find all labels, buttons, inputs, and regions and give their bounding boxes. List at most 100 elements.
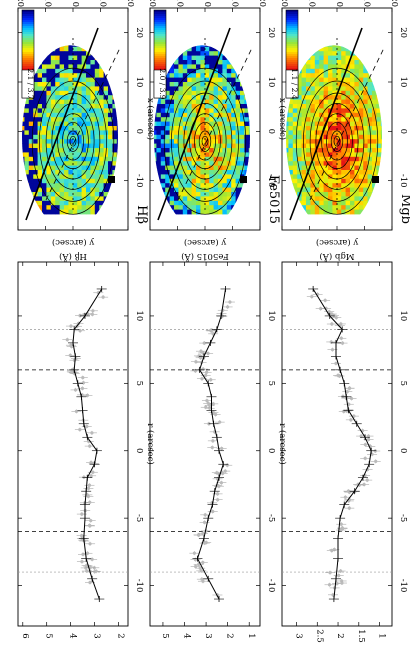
- data-point: [349, 418, 353, 422]
- data-point: [347, 386, 351, 390]
- map-xtick-label: 0: [398, 129, 408, 134]
- data-point: [339, 336, 343, 340]
- isophote-contour: [62, 121, 84, 161]
- data-point: [85, 393, 90, 397]
- profile-ytick-label: 4: [182, 633, 192, 638]
- data-point: [228, 300, 232, 304]
- data-point: [198, 566, 202, 570]
- data-point: [70, 370, 74, 374]
- data-point: [80, 386, 85, 390]
- data-point: [81, 376, 85, 380]
- data-point: [327, 583, 332, 587]
- data-point: [205, 398, 209, 403]
- profile-xtick-label: 10: [134, 311, 144, 322]
- data-point: [197, 533, 201, 537]
- data-point: [210, 445, 214, 450]
- marker-square: [240, 176, 247, 183]
- map-ytick-label: 10: [43, 0, 53, 7]
- data-point: [78, 428, 82, 432]
- marker-square: [372, 176, 379, 183]
- data-point: [89, 474, 93, 478]
- data-point: [211, 439, 215, 443]
- profile-xtick-label: -10: [266, 579, 276, 593]
- profile-panel: 2 3 4 5 6 -10 -5 0 5 10 r (arcsec) Hβ (Å): [17, 251, 156, 639]
- data-point: [337, 573, 341, 578]
- profile-ytick-label: 1.5: [356, 629, 366, 643]
- data-point: [363, 443, 367, 447]
- data-point: [81, 552, 85, 556]
- index-map: [154, 45, 250, 215]
- isophote-contour: [66, 130, 80, 152]
- colorbar-range-label: 2.1 / 3.7: [26, 68, 35, 99]
- data-point: [194, 564, 198, 569]
- data-point: [206, 401, 210, 405]
- map-panel: 2.1 / 3.7 -10 0 10 20 20 10 0 -10 -20 x (arcsec) y …: [15, 0, 156, 248]
- map-ytick-label: 10: [307, 0, 317, 7]
- profile-xtick-label: -5: [134, 514, 144, 522]
- isophote-contour: [171, 80, 239, 202]
- map-xtick-label: -10: [398, 174, 408, 188]
- data-point: [345, 389, 349, 394]
- data-point: [346, 489, 350, 493]
- data-point: [330, 548, 334, 553]
- map-ytick-label: -10: [230, 0, 240, 7]
- data-point: [80, 512, 84, 516]
- data-point: [194, 360, 198, 364]
- profile-ytick-label: 3: [92, 633, 102, 638]
- isophote-contour: [201, 135, 209, 147]
- data-point: [85, 551, 90, 555]
- profile-ytick-label: 2: [225, 633, 235, 638]
- map-ytick-label: 20: [15, 0, 25, 7]
- profile-ylabel: Fe5015 (Å): [181, 251, 229, 263]
- data-point: [352, 414, 356, 418]
- data-point: [192, 551, 196, 555]
- data-point: [340, 341, 345, 345]
- profile-xtick-label: 0: [266, 448, 276, 453]
- data-point: [88, 542, 92, 546]
- data-point: [201, 367, 205, 371]
- data-point: [366, 437, 371, 442]
- map-xtick-label: 20: [134, 27, 144, 38]
- marker-square: [108, 176, 115, 183]
- panel-title: Hβ: [134, 205, 149, 224]
- data-point: [328, 571, 332, 575]
- map-ytick-label: 20: [147, 0, 157, 7]
- data-point: [203, 513, 207, 517]
- map-panel: 1.1 / 2.4 -10 0 10 20 20 10 0 -10 -20 x (arcsec) y …: [279, 0, 410, 248]
- data-point: [200, 377, 204, 381]
- isophote-contour: [194, 121, 216, 161]
- data-point: [339, 522, 343, 526]
- data-point: [366, 434, 371, 438]
- slit-dashed-line: [177, 47, 253, 201]
- profile-ytick-label: 5: [44, 633, 54, 638]
- data-point: [327, 310, 331, 314]
- data-point: [201, 560, 205, 565]
- data-point: [210, 328, 214, 332]
- colorbar: 1.1 / 2.4: [285, 9, 299, 100]
- map-ytick-label: 20: [279, 0, 289, 7]
- data-point: [221, 471, 225, 475]
- profile-xtick-label: 5: [134, 381, 144, 386]
- data-point: [343, 495, 347, 499]
- data-point: [209, 378, 213, 382]
- major-axis-line: [289, 27, 363, 221]
- data-point: [330, 322, 334, 326]
- profile-xtick-label: 5: [266, 381, 276, 386]
- data-point: [319, 307, 323, 311]
- data-point: [94, 569, 98, 573]
- data-point: [90, 557, 94, 561]
- data-point: [339, 528, 343, 532]
- profile-ylabel: Hβ (Å): [59, 251, 87, 263]
- data-point: [88, 500, 92, 504]
- isophote-contour: [198, 130, 212, 152]
- data-point: [310, 295, 314, 299]
- data-point: [226, 305, 230, 309]
- map-ytick-label: 10: [175, 0, 185, 7]
- profile-xtick-label: -10: [134, 579, 144, 593]
- map-xtick-label: 10: [134, 77, 144, 88]
- grey-data-points: [62, 290, 109, 585]
- data-point: [88, 580, 92, 585]
- data-point: [219, 481, 223, 485]
- profile-xlabel: r (arcsec): [145, 423, 156, 464]
